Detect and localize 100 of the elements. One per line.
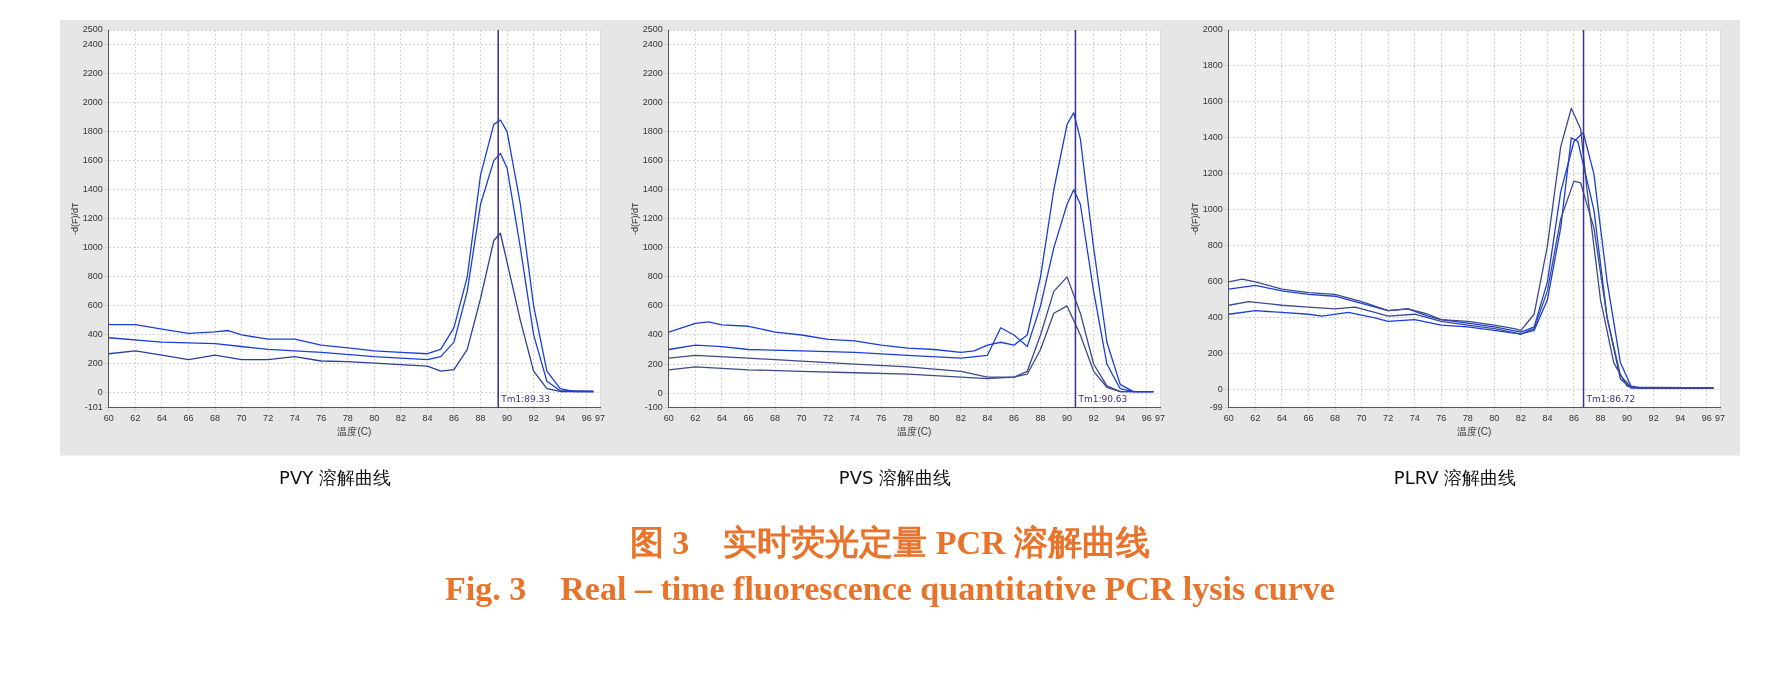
x-tick-label: 97 [1154,413,1166,424]
y-tick-label: 200 [87,358,103,369]
x-axis-title: 温度(C) [1457,426,1492,438]
x-tick-label: 90 [1622,413,1633,424]
x-tick-label: 88 [1035,413,1046,424]
x-tick-label: 90 [502,413,513,424]
x-tick-label: 70 [796,413,807,424]
y-tick-label: 1000 [642,242,663,253]
x-tick-label: 96 [1141,413,1152,424]
x-tick-label: 92 [528,413,539,424]
x-tick-label: 92 [1088,413,1099,424]
x-tick-label: 94 [1675,413,1686,424]
ref-line-label: Tm1:89.33 [500,394,550,405]
x-tick-label: 68 [1330,413,1341,424]
text: PVY 溶解曲线 [279,466,391,488]
y-tick-label: 2500 [642,24,663,35]
y-tick-label: 200 [647,358,663,369]
y-tick-label: 0 [97,387,103,398]
x-tick-label: 82 [955,413,966,424]
y-tick-label: 1400 [642,184,663,195]
y-axis-title: -d(F)/dT [69,202,80,236]
y-tick-label: 600 [87,300,103,311]
x-tick-label: 72 [1383,413,1394,424]
y-tick-label: 2000 [642,97,663,108]
text: Fig. 3 Real – time fluorescence quantitative PCR lysis curve [444,569,1336,609]
ref-line-label: Tm1:90.63 [1077,394,1128,405]
x-tick-label: 60 [663,413,674,424]
y-tick-label: -101 [84,402,103,413]
ref-line-label: Tm1:86.72 [1585,394,1636,405]
x-tick-label: 96 [1701,413,1712,424]
text: PLRV 溶解曲线 [1393,466,1517,488]
text: PVS 溶解曲线 [838,466,952,488]
y-tick-label: 400 [1207,312,1223,323]
x-tick-label: 74 [849,413,860,424]
y-tick-label: 800 [647,271,663,282]
x-tick-label: 97 [1714,413,1726,424]
x-tick-label: 74 [289,413,300,424]
x-tick-label: 64 [1276,413,1287,424]
y-tick-label: 2400 [642,39,663,50]
x-tick-label: 76 [1436,413,1447,424]
x-tick-label: 82 [395,413,406,424]
x-tick-label: 82 [1515,413,1526,424]
y-tick-label: 2000 [1202,24,1223,35]
x-axis-title: 温度(C) [337,426,372,438]
x-tick-label: 80 [929,413,940,424]
y-tick-label: 2500 [82,24,103,35]
y-tick-label: 1200 [1202,168,1223,179]
y-tick-label: 1600 [82,155,103,166]
x-tick-label: 66 [183,413,194,424]
x-tick-label: 64 [716,413,727,424]
x-tick-label: 84 [1542,413,1553,424]
x-tick-label: 96 [581,413,592,424]
y-tick-label: -99 [1209,402,1223,413]
x-tick-label: 60 [1223,413,1234,424]
x-tick-label: 80 [1489,413,1500,424]
x-tick-label: 78 [902,413,913,424]
y-tick-label: 0 [657,387,663,398]
x-tick-label: 78 [342,413,353,424]
y-tick-label: 1000 [1202,204,1223,215]
y-tick-label: 2200 [642,68,663,79]
x-tick-label: 94 [555,413,566,424]
x-tick-label: 78 [1462,413,1473,424]
y-tick-label: 1200 [642,213,663,224]
x-tick-label: 74 [1409,413,1420,424]
x-tick-label: 88 [1595,413,1606,424]
x-tick-label: 70 [1356,413,1367,424]
y-axis-title: -d(F)/dT [1189,202,1200,236]
x-axis-title: 温度(C) [897,426,932,438]
x-tick-label: 90 [1062,413,1073,424]
x-tick-label: 84 [422,413,433,424]
x-tick-label: 60 [103,413,114,424]
x-tick-label: 92 [1648,413,1659,424]
y-tick-label: 600 [647,300,663,311]
y-tick-label: 1800 [1202,60,1223,71]
y-tick-label: 800 [87,271,103,282]
x-tick-label: 84 [982,413,993,424]
y-tick-label: 200 [1207,348,1223,359]
y-tick-label: 0 [1217,384,1223,395]
y-tick-label: 2200 [82,68,103,79]
x-tick-label: 64 [156,413,167,424]
y-tick-label: 1200 [82,213,103,224]
x-tick-label: 76 [876,413,887,424]
y-tick-label: -100 [644,402,663,413]
text: 图 3 实时荧光定量 PCR 溶解曲线 [628,523,1152,563]
x-tick-label: 80 [369,413,380,424]
y-tick-label: 600 [1207,276,1223,287]
x-tick-label: 97 [594,413,606,424]
x-tick-label: 70 [236,413,247,424]
x-tick-label: 66 [743,413,754,424]
x-tick-label: 86 [1008,413,1019,424]
y-tick-label: 1600 [1202,96,1223,107]
x-tick-label: 62 [130,413,141,424]
y-tick-label: 1800 [82,126,103,137]
x-tick-label: 76 [316,413,327,424]
y-tick-label: 1400 [82,184,103,195]
y-tick-label: 400 [647,329,663,340]
y-tick-label: 2400 [82,39,103,49]
x-tick-label: 94 [1115,413,1126,424]
x-tick-label: 68 [210,413,221,424]
y-tick-label: 1000 [82,242,103,253]
